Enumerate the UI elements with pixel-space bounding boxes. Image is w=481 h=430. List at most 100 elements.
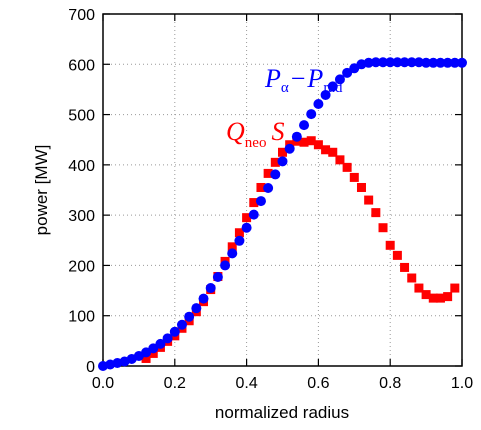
red-square-point	[385, 240, 395, 250]
blue-circle-point	[413, 57, 424, 68]
red-square-point	[371, 208, 381, 218]
blue-circle-point	[191, 303, 202, 314]
blue-circle-point	[169, 326, 180, 337]
blue-circle-point	[385, 57, 396, 68]
x-tick-label: 1.0	[451, 375, 473, 392]
series-blue-markers	[98, 57, 467, 371]
blue-circle-point	[198, 293, 209, 304]
blue-circle-point	[227, 248, 238, 259]
blue-circle-point	[421, 57, 432, 68]
blue-circle-point	[306, 109, 317, 120]
blue-series-annotation: Pα−Prad	[264, 64, 343, 96]
red-series-annotation: Qneo S	[226, 117, 284, 151]
plot-frame	[102, 13, 463, 367]
annot-q: Q	[226, 117, 245, 146]
blue-circle-point	[327, 81, 338, 92]
annot-sub-neo: neo	[245, 135, 267, 151]
x-tick-label: 0.8	[379, 375, 401, 392]
red-square-point	[378, 223, 388, 233]
blue-circle-point	[363, 57, 374, 68]
red-square-point	[428, 293, 438, 303]
blue-circle-point	[435, 57, 446, 68]
y-tick-label: 600	[68, 57, 95, 74]
red-square-point	[450, 283, 460, 293]
blue-circle-point	[241, 222, 252, 233]
blue-circle-point	[291, 131, 302, 142]
y-tick-label: 200	[68, 258, 95, 275]
red-square-point	[421, 290, 431, 300]
blue-circle-point	[255, 196, 266, 207]
red-square-point	[234, 228, 244, 238]
blue-circle-point	[449, 57, 460, 68]
blue-circle-point	[284, 143, 295, 154]
blue-circle-point	[205, 283, 216, 294]
red-square-point	[356, 182, 366, 192]
x-tick-labels: 0.0 0.2 0.4 0.6 0.8 1.0	[92, 375, 473, 392]
red-square-point	[148, 348, 158, 358]
red-square-point	[313, 140, 323, 150]
y-tick-label: 100	[68, 309, 95, 326]
x-tick-label: 0.4	[235, 375, 257, 392]
blue-circle-point	[313, 99, 324, 110]
axis-ticks	[102, 13, 463, 367]
blue-circle-point	[378, 57, 389, 68]
red-square-point	[242, 213, 252, 223]
blue-circle-point	[248, 209, 259, 220]
red-square-point	[328, 147, 338, 157]
red-square-point	[263, 168, 273, 178]
red-square-point	[443, 292, 453, 302]
red-square-point	[227, 242, 237, 252]
red-square-point	[364, 195, 374, 205]
blue-circle-point	[220, 260, 231, 271]
x-tick-label: 0.0	[92, 375, 114, 392]
y-tick-label: 500	[68, 108, 95, 125]
red-square-point	[414, 283, 424, 293]
blue-circle-point	[155, 338, 166, 349]
blue-circle-point	[212, 271, 223, 282]
blue-circle-point	[406, 57, 417, 68]
annot-sub-alpha: α	[281, 80, 289, 96]
red-square-point	[299, 137, 309, 147]
blue-circle-point	[442, 57, 453, 68]
red-square-point	[141, 353, 151, 363]
annot-s: S	[271, 117, 284, 146]
blue-circle-point	[370, 57, 381, 68]
grid-lines	[103, 14, 462, 366]
x-axis-label: normalized radius	[215, 403, 349, 422]
y-axis-label: power [MW]	[32, 145, 51, 236]
annot-p-alpha: P	[264, 64, 281, 93]
blue-circle-point	[457, 57, 467, 68]
annot-minus: −	[291, 64, 306, 93]
blue-circle-point	[148, 343, 159, 354]
blue-circle-point	[270, 169, 281, 180]
blue-circle-point	[176, 319, 187, 330]
red-square-point	[342, 162, 352, 172]
blue-circle-point	[428, 57, 439, 68]
red-square-point	[321, 145, 331, 155]
red-square-point	[435, 293, 445, 303]
red-square-point	[270, 157, 280, 167]
blue-circle-point	[277, 156, 288, 167]
red-square-point	[249, 198, 259, 208]
blue-circle-point	[392, 57, 403, 68]
annot-sub-rad: rad	[323, 80, 343, 96]
y-tick-label: 300	[68, 208, 95, 225]
red-square-point	[306, 136, 316, 146]
blue-circle-point	[162, 333, 173, 344]
blue-circle-point	[184, 311, 195, 322]
blue-circle-point	[299, 120, 310, 131]
blue-circle-point	[342, 67, 353, 78]
blue-circle-point	[399, 57, 410, 68]
blue-circle-point	[334, 74, 345, 85]
blue-circle-point	[263, 182, 274, 193]
blue-circle-point	[234, 235, 245, 246]
red-square-point	[278, 147, 287, 157]
series-red-markers	[141, 136, 460, 363]
red-square-point	[400, 262, 410, 272]
blue-circle-point	[320, 89, 331, 100]
x-tick-label: 0.2	[164, 375, 186, 392]
red-square-point	[407, 273, 417, 283]
annot-p-rad: P	[306, 64, 323, 93]
y-tick-label: 700	[68, 7, 95, 24]
